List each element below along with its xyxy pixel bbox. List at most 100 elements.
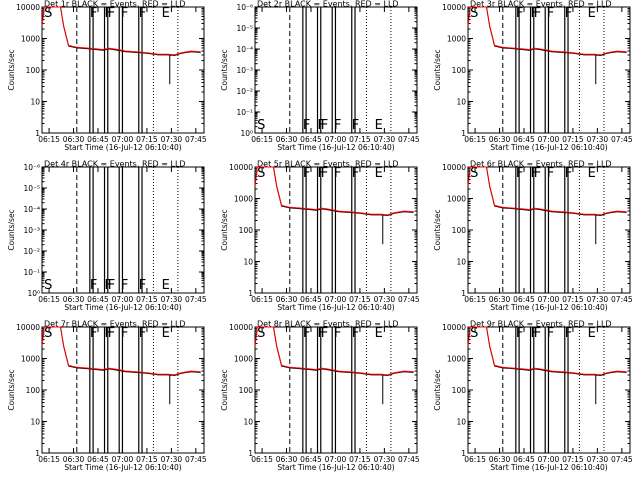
x-axis-label: Start Time (16-Jul-12 06:10:40) bbox=[490, 143, 607, 152]
y-tick-label: 1 bbox=[35, 129, 40, 138]
y-tick-label: 100 bbox=[239, 226, 254, 235]
x-tick-label: 07:00 bbox=[112, 455, 134, 464]
event-marker-s: S bbox=[257, 166, 265, 181]
event-marker-e: E bbox=[162, 6, 170, 21]
x-tick-label: 07:45 bbox=[611, 295, 633, 304]
y-axis-label: Counts/sec bbox=[220, 209, 229, 250]
y-tick-label: 1000 bbox=[447, 195, 466, 204]
x-tick-label: 06:45 bbox=[300, 135, 322, 144]
y-tick-label: 10⁻¹ bbox=[236, 108, 253, 117]
x-tick-label: 06:15 bbox=[464, 455, 486, 464]
y-tick-label: 10⁻³ bbox=[236, 66, 253, 75]
x-tick-label: 07:30 bbox=[161, 135, 183, 144]
y-tick-label: 10⁻⁴ bbox=[236, 45, 253, 54]
event-marker-f: F bbox=[531, 326, 538, 341]
y-tick-label: 10⁻⁵ bbox=[23, 184, 40, 193]
event-marker-f: F bbox=[565, 166, 572, 181]
y-tick-label: 10⁻⁶ bbox=[236, 3, 253, 12]
x-tick-label: 07:30 bbox=[374, 295, 396, 304]
x-tick-label: 06:45 bbox=[87, 455, 109, 464]
y-axis-label: Counts/sec bbox=[433, 49, 442, 90]
panel-title: Det 5r BLACK = Events, RED = LLD bbox=[257, 160, 399, 169]
event-marker-s: S bbox=[44, 6, 52, 21]
event-marker-e: E bbox=[375, 166, 383, 181]
panel-title: Det 3r BLACK = Events, RED = LLD bbox=[470, 0, 612, 9]
y-tick-label: 1000 bbox=[234, 195, 253, 204]
event-marker-f: F bbox=[531, 6, 538, 21]
y-tick-label: 100 bbox=[26, 386, 41, 395]
y-axis-label: Counts/sec bbox=[7, 369, 16, 410]
lld-series-line bbox=[254, 326, 414, 376]
event-marker-f: F bbox=[531, 166, 538, 181]
lld-series-line bbox=[467, 326, 627, 376]
event-marker-f: F bbox=[352, 118, 359, 133]
x-tick-label: 07:00 bbox=[112, 295, 134, 304]
lld-series-line bbox=[41, 326, 201, 376]
y-tick-label: 1000 bbox=[234, 355, 253, 364]
x-tick-label: 06:30 bbox=[63, 455, 85, 464]
y-tick-label: 100 bbox=[452, 66, 467, 75]
y-tick-label: 1 bbox=[248, 449, 253, 458]
x-tick-label: 06:15 bbox=[38, 295, 60, 304]
y-axis-label: Counts/sec bbox=[220, 369, 229, 410]
x-tick-label: 07:15 bbox=[136, 135, 158, 144]
y-tick-label: 10⁻⁶ bbox=[23, 163, 40, 172]
event-marker-e: E bbox=[162, 278, 170, 293]
panel-title: Det 1r BLACK = Events, RED = LLD bbox=[44, 0, 186, 9]
event-marker-f: F bbox=[318, 166, 325, 181]
event-marker-s: S bbox=[44, 326, 52, 341]
event-marker-f: F bbox=[139, 278, 146, 293]
y-tick-label: 1 bbox=[461, 129, 466, 138]
x-tick-label: 06:30 bbox=[489, 455, 511, 464]
y-tick-label: 1000 bbox=[447, 355, 466, 364]
x-tick-label: 06:15 bbox=[464, 295, 486, 304]
x-tick-label: 07:45 bbox=[185, 455, 207, 464]
y-tick-label: 10000 bbox=[16, 323, 40, 332]
y-tick-label: 1 bbox=[461, 449, 466, 458]
y-axis-label: Counts/sec bbox=[220, 49, 229, 90]
event-marker-e: E bbox=[588, 166, 596, 181]
panel-title: Det 6r BLACK = Events, RED = LLD bbox=[470, 160, 612, 169]
x-tick-label: 07:30 bbox=[587, 295, 609, 304]
x-tick-label: 07:00 bbox=[112, 135, 134, 144]
x-tick-label: 07:15 bbox=[562, 455, 584, 464]
event-marker-f: F bbox=[352, 166, 359, 181]
panel-title: Det 9r BLACK = Events, RED = LLD bbox=[470, 320, 612, 329]
x-tick-label: 06:45 bbox=[513, 135, 535, 144]
x-tick-label: 07:30 bbox=[161, 455, 183, 464]
x-tick-label: 07:15 bbox=[349, 455, 371, 464]
y-axis-label: Counts/sec bbox=[7, 49, 16, 90]
event-marker-f: F bbox=[534, 326, 541, 341]
event-marker-f: F bbox=[303, 118, 310, 133]
event-marker-f: F bbox=[321, 326, 328, 341]
panel-title: Det 8r BLACK = Events, RED = LLD bbox=[257, 320, 399, 329]
event-marker-e: E bbox=[162, 326, 170, 341]
y-tick-label: 10 bbox=[456, 258, 466, 267]
event-marker-s: S bbox=[470, 6, 478, 21]
event-marker-f: F bbox=[547, 166, 554, 181]
lld-series-line bbox=[41, 6, 201, 56]
panel-det-8: Det 8r BLACK = Events, RED = LLD10000100… bbox=[220, 320, 420, 473]
y-tick-label: 10000 bbox=[229, 163, 253, 172]
x-tick-label: 07:30 bbox=[374, 455, 396, 464]
event-marker-f: F bbox=[105, 6, 112, 21]
y-tick-label: 1000 bbox=[447, 35, 466, 44]
x-axis-label: Start Time (16-Jul-12 06:10:40) bbox=[277, 463, 394, 472]
event-marker-f: F bbox=[105, 326, 112, 341]
panel-det-9: Det 9r BLACK = Events, RED = LLD10000100… bbox=[433, 320, 633, 473]
y-tick-label: 10⁻² bbox=[236, 87, 253, 96]
panel-det-6: Det 6r BLACK = Events, RED = LLD10000100… bbox=[433, 160, 633, 313]
y-tick-label: 10 bbox=[456, 98, 466, 107]
event-marker-f: F bbox=[352, 326, 359, 341]
x-tick-label: 07:15 bbox=[136, 455, 158, 464]
event-marker-f: F bbox=[547, 326, 554, 341]
x-tick-label: 07:15 bbox=[562, 295, 584, 304]
event-marker-s: S bbox=[44, 278, 52, 293]
event-marker-f: F bbox=[516, 326, 523, 341]
event-marker-f: F bbox=[565, 326, 572, 341]
x-tick-label: 07:30 bbox=[161, 295, 183, 304]
event-marker-e: E bbox=[375, 326, 383, 341]
lld-series-line bbox=[467, 6, 627, 56]
x-tick-label: 06:30 bbox=[63, 295, 85, 304]
